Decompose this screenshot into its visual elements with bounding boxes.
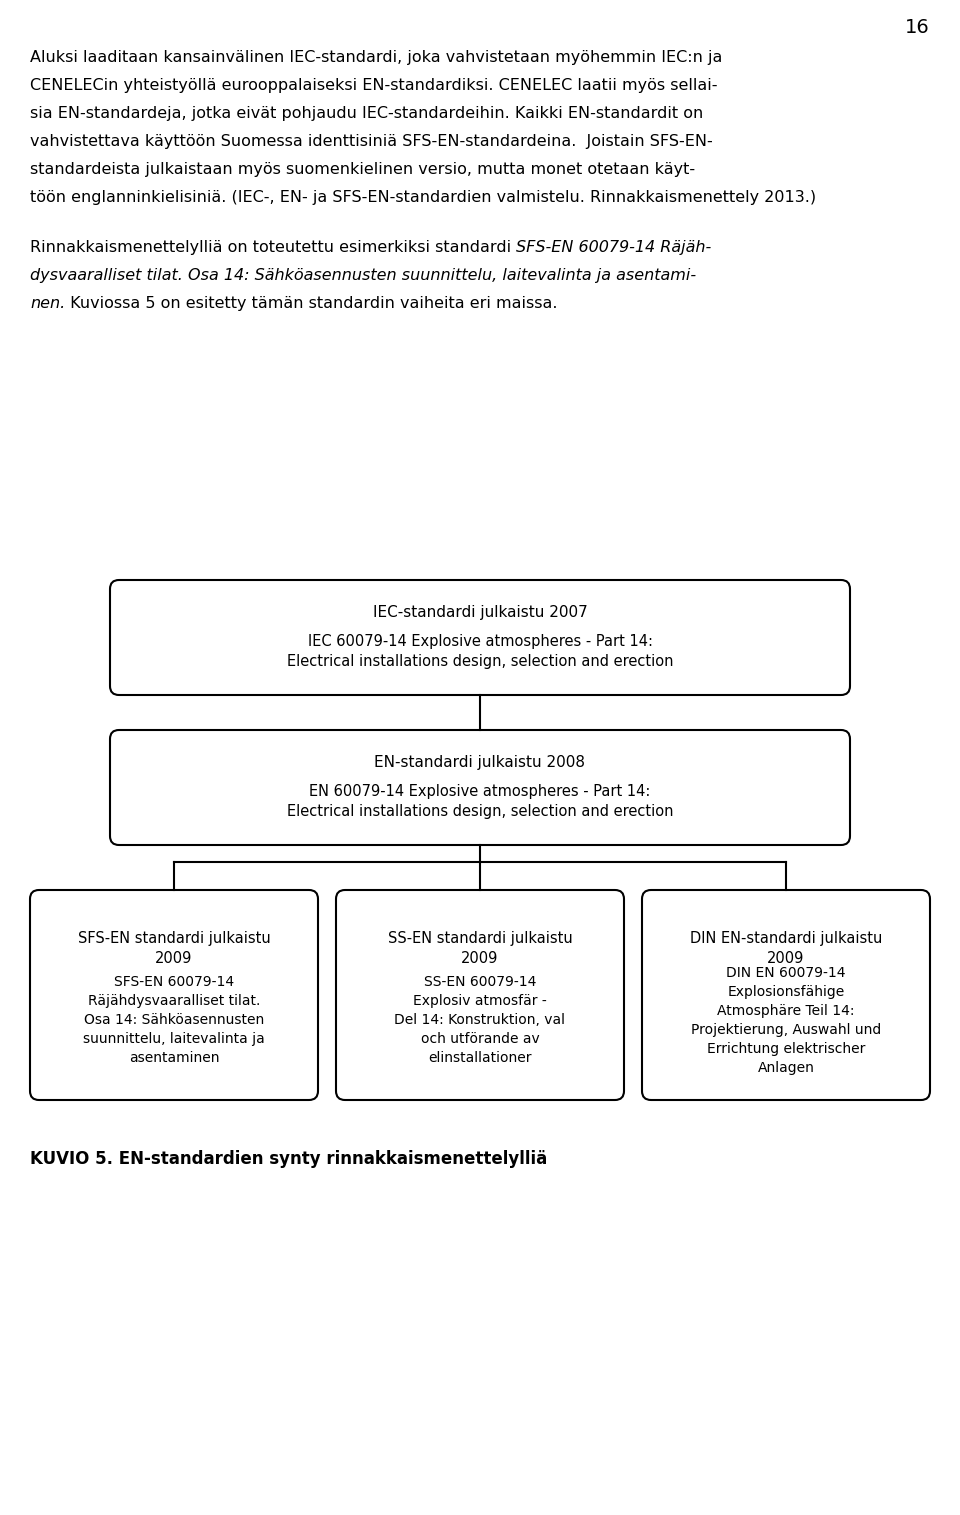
Text: DIN EN-standardi julkaistu
2009: DIN EN-standardi julkaistu 2009	[690, 932, 882, 967]
Text: Kuviossa 5 on esitetty tämän standardin vaiheita eri maissa.: Kuviossa 5 on esitetty tämän standardin …	[65, 297, 558, 312]
Text: Rinnakkaismenettelylliä on toteutettu esimerkiksi standardi: Rinnakkaismenettelylliä on toteutettu es…	[30, 241, 516, 256]
Text: CENELECin yhteistyöllä eurooppalaiseksi EN-standardiksi. CENELEC laatii myös sel: CENELECin yhteistyöllä eurooppalaiseksi …	[30, 77, 717, 92]
Text: SFS-EN 60079-14 Räjäh-: SFS-EN 60079-14 Räjäh-	[516, 241, 711, 256]
Text: töön englanninkielisiniä. (IEC-, EN- ja SFS-EN-standardien valmistelu. Rinnakkai: töön englanninkielisiniä. (IEC-, EN- ja …	[30, 189, 816, 205]
Text: SFS-EN 60079-14
Räjähdysvaaralliset tilat.
Osa 14: Sähköasennusten
suunnittelu, : SFS-EN 60079-14 Räjähdysvaaralliset tila…	[84, 976, 265, 1065]
FancyBboxPatch shape	[642, 889, 930, 1100]
Text: EN 60079-14 Explosive atmospheres - Part 14:
Electrical installations design, se: EN 60079-14 Explosive atmospheres - Part…	[287, 783, 673, 820]
Text: standardeista julkaistaan myös suomenkielinen versio, mutta monet otetaan käyt-: standardeista julkaistaan myös suomenkie…	[30, 162, 695, 177]
FancyBboxPatch shape	[30, 889, 318, 1100]
Text: dysvaaralliset tilat. Osa 14: Sähköasennusten suunnittelu, laitevalinta ja asent: dysvaaralliset tilat. Osa 14: Sähköasenn…	[30, 268, 696, 283]
Text: sia EN-standardeja, jotka eivät pohjaudu IEC-standardeihin. Kaikki EN-standardit: sia EN-standardeja, jotka eivät pohjaudu…	[30, 106, 704, 121]
Text: 16: 16	[905, 18, 930, 36]
Text: EN-standardi julkaistu 2008: EN-standardi julkaistu 2008	[374, 754, 586, 770]
Text: SFS-EN standardi julkaistu
2009: SFS-EN standardi julkaistu 2009	[78, 932, 271, 967]
Text: DIN EN 60079-14
Explosionsfähige
Atmosphäre Teil 14:
Projektierung, Auswahl und
: DIN EN 60079-14 Explosionsfähige Atmosph…	[691, 967, 881, 1074]
Text: vahvistettava käyttöön Suomessa identtisiniä SFS-EN-standardeina.  Joistain SFS-: vahvistettava käyttöön Suomessa identtis…	[30, 133, 712, 148]
Text: Aluksi laaditaan kansainvälinen IEC-standardi, joka vahvistetaan myöhemmin IEC:n: Aluksi laaditaan kansainvälinen IEC-stan…	[30, 50, 722, 65]
FancyBboxPatch shape	[110, 580, 850, 695]
Text: nen.: nen.	[30, 297, 65, 312]
Text: SS-EN standardi julkaistu
2009: SS-EN standardi julkaistu 2009	[388, 932, 572, 967]
FancyBboxPatch shape	[336, 889, 624, 1100]
Text: IEC-standardi julkaistu 2007: IEC-standardi julkaistu 2007	[372, 604, 588, 620]
FancyBboxPatch shape	[110, 730, 850, 845]
Text: IEC 60079-14 Explosive atmospheres - Part 14:
Electrical installations design, s: IEC 60079-14 Explosive atmospheres - Par…	[287, 633, 673, 670]
Text: SS-EN 60079-14
Explosiv atmosfär -
Del 14: Konstruktion, val
och utförande av
el: SS-EN 60079-14 Explosiv atmosfär - Del 1…	[395, 976, 565, 1065]
Text: KUVIO 5. EN-standardien synty rinnakkaismenettelylliä: KUVIO 5. EN-standardien synty rinnakkais…	[30, 1150, 547, 1168]
